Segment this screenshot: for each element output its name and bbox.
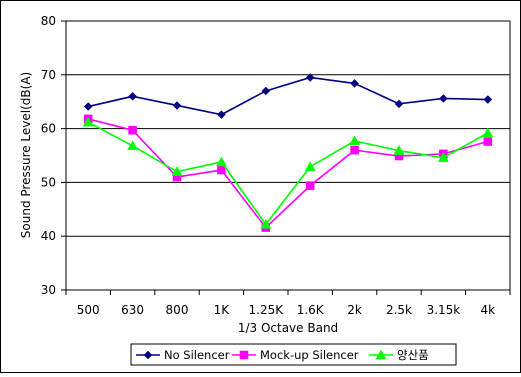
data-point bbox=[437, 152, 449, 162]
data-point bbox=[217, 110, 226, 119]
data-point bbox=[127, 140, 139, 151]
data-point bbox=[394, 99, 404, 109]
x-tick-label: 1.6K bbox=[297, 303, 325, 317]
data-point bbox=[349, 135, 361, 146]
legend-label: 양산품 bbox=[397, 348, 429, 362]
y-tick-label: 50 bbox=[41, 175, 56, 189]
series-line bbox=[88, 76, 488, 116]
x-tick-label: 3.15k bbox=[427, 303, 461, 317]
legend-label: No Silencer bbox=[164, 348, 230, 362]
series-3 bbox=[82, 116, 494, 229]
legend-item-2: Mock-up Silencer bbox=[232, 348, 359, 362]
data-point bbox=[128, 125, 137, 135]
data-point bbox=[350, 79, 359, 88]
legend: No Silencer Mock-up Silencer 양산품 bbox=[136, 348, 429, 362]
data-point bbox=[483, 95, 493, 104]
y-axis-title: Sound Pressure Level(dB(A) bbox=[19, 72, 33, 238]
legend-item-1: No Silencer bbox=[136, 348, 230, 362]
legend-marker bbox=[375, 349, 387, 360]
x-tick-label: 1K bbox=[214, 303, 231, 317]
data-point bbox=[393, 145, 405, 155]
y-tick-label: 70 bbox=[41, 68, 56, 82]
x-tick-label: 4k bbox=[481, 303, 496, 317]
legend-marker bbox=[143, 350, 153, 360]
data-point bbox=[305, 181, 315, 190]
legend-item-3: 양산품 bbox=[369, 348, 429, 362]
legend-box bbox=[130, 343, 457, 366]
grid-lines bbox=[61, 20, 511, 295]
data-point bbox=[215, 156, 227, 167]
x-tick-label: 500 bbox=[77, 303, 100, 317]
x-tick-label: 2k bbox=[347, 303, 362, 317]
legend-label: Mock-up Silencer bbox=[260, 348, 359, 362]
series-line bbox=[87, 121, 489, 226]
x-tick-label: 800 bbox=[166, 303, 189, 317]
series-layer bbox=[82, 73, 494, 232]
y-tick-labels: 30 40 50 60 70 80 bbox=[41, 14, 56, 297]
data-point bbox=[439, 94, 448, 103]
y-tick-label: 30 bbox=[41, 283, 56, 297]
data-point bbox=[261, 86, 271, 96]
x-axis-title: 1/3 Octave Band bbox=[238, 321, 338, 335]
data-point bbox=[260, 218, 272, 229]
data-point bbox=[128, 91, 137, 101]
x-tick-label: 630 bbox=[121, 303, 144, 317]
data-point bbox=[304, 161, 316, 172]
plot-area bbox=[65, 20, 511, 291]
data-point bbox=[305, 73, 315, 82]
data-point bbox=[482, 127, 494, 138]
y-tick-label: 80 bbox=[41, 14, 56, 28]
y-tick-label: 40 bbox=[41, 229, 56, 243]
data-point bbox=[171, 166, 183, 176]
legend-marker bbox=[239, 350, 249, 360]
data-point bbox=[350, 145, 359, 155]
data-point bbox=[172, 101, 182, 110]
series-1 bbox=[83, 73, 493, 119]
data-point bbox=[483, 137, 493, 146]
x-tick-label: 2.5k bbox=[386, 303, 412, 317]
data-point bbox=[82, 116, 94, 127]
y-tick-label: 60 bbox=[41, 122, 56, 136]
x-tick-label: 1.25K bbox=[249, 303, 285, 317]
data-point bbox=[83, 102, 93, 111]
x-tick-labels: 500 630 800 1K 1.25K 1.6K 2k 2.5k 3.15k 4k bbox=[77, 303, 495, 317]
